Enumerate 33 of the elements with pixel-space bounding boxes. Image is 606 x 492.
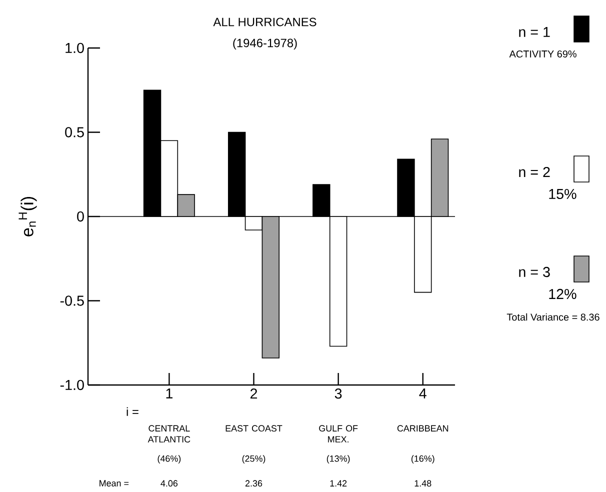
legend-label: n = 2: [519, 166, 550, 177]
text: Total Variance = 8.36: [506, 313, 600, 321]
x-tick-label: 2: [250, 388, 258, 399]
y-tick-label: 0.5: [65, 127, 84, 138]
y-tick-label: 0: [77, 211, 84, 222]
x-tick-label: 4: [419, 388, 426, 398]
legend-label: n = 3: [519, 266, 550, 278]
chart-subtitle: (1946-1978): [233, 38, 297, 50]
y-tick-label: -0.5: [60, 296, 84, 306]
legend-label: n = 1: [519, 27, 550, 37]
y-tick-label: -1.0: [60, 380, 84, 390]
x-axis-title: i =: [126, 407, 138, 416]
text: 12%: [549, 288, 576, 300]
text: (25%): [242, 455, 266, 464]
text: EAST COAST: [226, 425, 282, 432]
text: (46%): [158, 455, 181, 464]
text: (16%): [411, 455, 434, 464]
y-axis-title: e$_{n}$$^{H}$(i): [18, 196, 37, 236]
text: 1.42: [330, 480, 347, 486]
text: Mean =: [100, 480, 129, 486]
text: (13%): [326, 455, 350, 464]
text: CARIBBEAN: [397, 425, 448, 432]
text: ACTIVITY 69%: [509, 50, 576, 58]
text: 15%: [549, 188, 576, 200]
chart-title: ALL HURRICANES: [213, 18, 316, 26]
x-tick-label: 1: [166, 388, 172, 398]
text: GULF OF MEX.: [319, 425, 358, 442]
x-tick-label: 3: [334, 388, 342, 399]
text: 4.06: [160, 480, 178, 487]
text: CENTRAL ATLANTIC: [148, 425, 190, 442]
text: 1.48: [414, 480, 432, 487]
text: 2.36: [245, 480, 262, 487]
y-tick-label: 1.0: [66, 42, 84, 54]
